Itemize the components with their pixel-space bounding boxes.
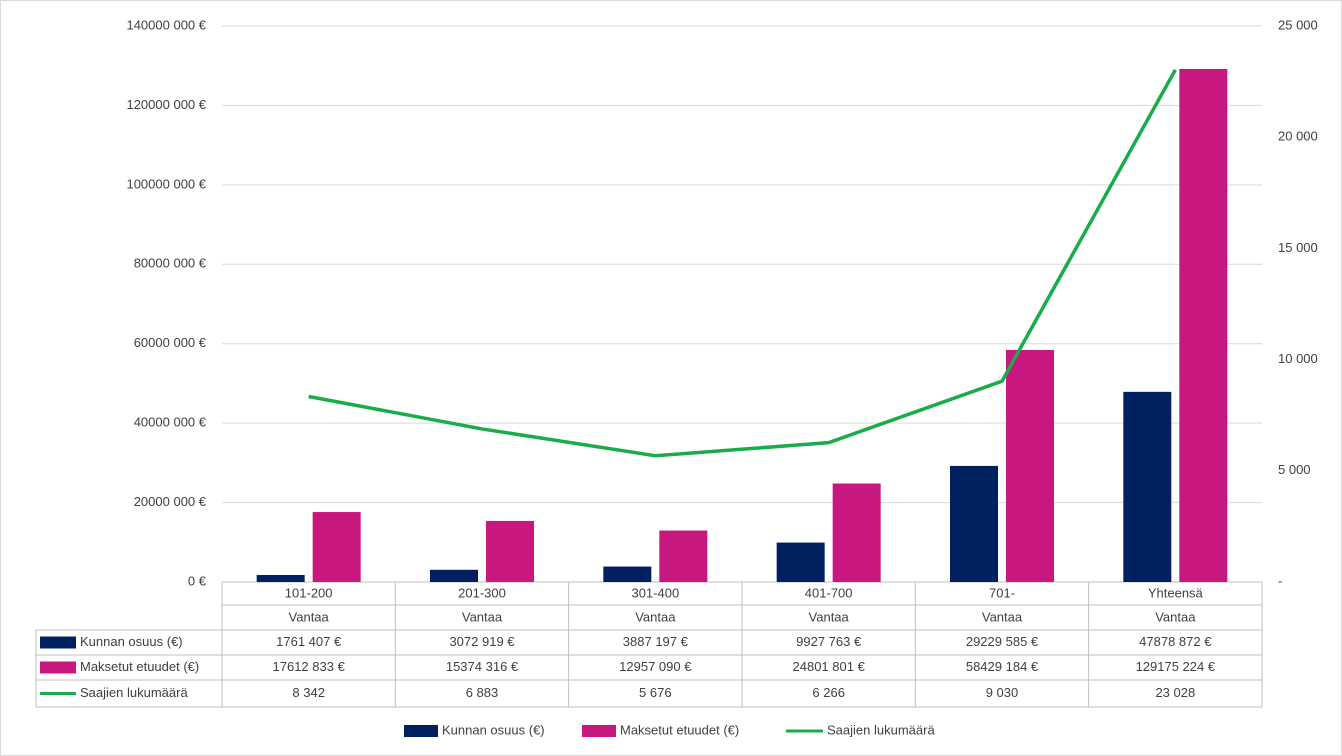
table-row-label: Maksetut etuudet (€) xyxy=(80,659,199,674)
y2-tick-label: 15 000 xyxy=(1278,240,1318,255)
table-key xyxy=(40,636,76,649)
bar xyxy=(950,465,998,582)
x-group-label: Vantaa xyxy=(462,609,503,624)
y-tick-label: 80000 000 € xyxy=(134,256,207,271)
table-key xyxy=(40,661,76,674)
line xyxy=(308,69,1177,458)
x-tick-label: 201-300 xyxy=(458,585,506,600)
table-cell: 29229 585 € xyxy=(966,634,1039,649)
table-cell: 3072 919 € xyxy=(449,634,515,649)
table-cell: 6 266 xyxy=(812,685,845,700)
bar xyxy=(1179,68,1228,583)
x-group-label: Vantaa xyxy=(1155,609,1196,624)
bar xyxy=(486,520,534,582)
y-tick-label: 20000 000 € xyxy=(134,494,207,509)
bar xyxy=(1123,391,1172,582)
x-group-label: Vantaa xyxy=(809,609,850,624)
legend-label: Maksetut etuudet (€) xyxy=(620,722,739,737)
table-cell: 47878 872 € xyxy=(1139,634,1212,649)
y-tick-label: 120000 000 € xyxy=(126,97,206,112)
x-group-label: Vantaa xyxy=(982,609,1023,624)
x-tick-label: 301-400 xyxy=(631,585,679,600)
table-cell: 58429 184 € xyxy=(966,659,1039,674)
legend-key xyxy=(404,725,438,737)
bar xyxy=(603,566,652,582)
bar xyxy=(312,512,361,582)
y2-tick-label: 20 000 xyxy=(1278,129,1318,144)
legend-label: Saajien lukumäärä xyxy=(827,722,935,737)
table-cell: 8 342 xyxy=(292,685,325,700)
legend-key xyxy=(582,725,616,737)
y2-tick-label: 5 000 xyxy=(1278,462,1311,477)
table-cell: 15374 316 € xyxy=(446,659,519,674)
y-tick-label: 100000 000 € xyxy=(126,176,206,191)
table-cell: 12957 090 € xyxy=(619,659,692,674)
bar xyxy=(659,530,708,582)
x-tick-label: 701- xyxy=(989,585,1015,600)
bar xyxy=(832,483,881,582)
table-cell: 129175 224 € xyxy=(1136,659,1216,674)
y-tick-label: 40000 000 € xyxy=(134,415,207,430)
table-cell: 9927 763 € xyxy=(796,634,862,649)
table-cell: 3887 197 € xyxy=(623,634,689,649)
table-cell: 1761 407 € xyxy=(276,634,342,649)
bar xyxy=(776,542,825,582)
y2-tick-label: - xyxy=(1278,573,1282,588)
table-cell: 6 883 xyxy=(466,685,499,700)
x-tick-label: 401-700 xyxy=(805,585,853,600)
table-row-label: Saajien lukumäärä xyxy=(80,685,188,700)
y-tick-label: 60000 000 € xyxy=(134,335,207,350)
y-tick-label: 140000 000 € xyxy=(126,17,206,32)
x-tick-label: Yhteensä xyxy=(1148,585,1204,600)
x-tick-label: 101-200 xyxy=(285,585,333,600)
table-cell: 17612 833 € xyxy=(273,659,346,674)
y2-tick-label: 10 000 xyxy=(1278,351,1318,366)
x-group-label: Vantaa xyxy=(289,609,330,624)
legend-label: Kunnan osuus (€) xyxy=(442,722,545,737)
table-row-label: Kunnan osuus (€) xyxy=(80,634,183,649)
table-cell: 24801 801 € xyxy=(793,659,866,674)
table-cell: 5 676 xyxy=(639,685,672,700)
bar xyxy=(1006,349,1054,582)
table-cell: 23 028 xyxy=(1155,685,1195,700)
bar xyxy=(430,569,478,582)
y2-tick-label: 25 000 xyxy=(1278,17,1318,32)
table-cell: 9 030 xyxy=(986,685,1019,700)
bar xyxy=(256,575,305,582)
y-tick-label: 0 € xyxy=(188,573,207,588)
x-group-label: Vantaa xyxy=(635,609,676,624)
